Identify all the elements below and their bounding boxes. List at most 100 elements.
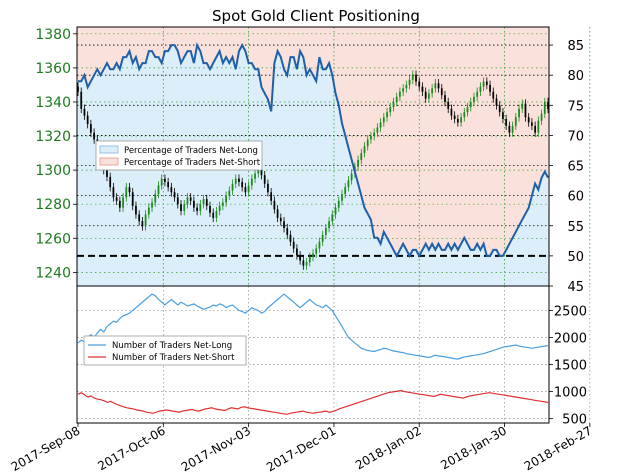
candle-body xyxy=(321,234,324,242)
candle-body xyxy=(135,205,137,215)
candle-body xyxy=(257,170,260,174)
pct-line xyxy=(78,42,549,259)
candle-body xyxy=(238,178,240,183)
right-tick-label: 75 xyxy=(567,99,584,114)
candle-body xyxy=(502,112,504,120)
candle-body xyxy=(379,122,382,128)
candle-body xyxy=(334,207,337,215)
candle-body xyxy=(450,108,453,116)
candle-body xyxy=(154,193,157,203)
candle-body xyxy=(376,127,379,133)
candle-body xyxy=(292,241,295,249)
candle-body xyxy=(89,124,92,133)
candle-body xyxy=(176,197,179,205)
count-tick-label: 1500 xyxy=(554,359,587,374)
candle-body xyxy=(347,180,350,188)
x-tick-label: 2017-Nov-03 xyxy=(179,423,253,474)
candle-body xyxy=(183,204,186,212)
candle-body xyxy=(395,96,398,102)
x-tick-label: 2018-Jan-30 xyxy=(438,423,509,472)
candle-body xyxy=(180,204,182,212)
legend-bottom: Number of Traders Net-Long Number of Tra… xyxy=(83,335,247,366)
candle-body xyxy=(196,207,198,212)
candle-body xyxy=(260,170,263,176)
candle-body xyxy=(263,175,266,184)
x-tick-label: 2018-Feb-27 xyxy=(522,423,595,473)
candle-body xyxy=(202,199,205,205)
candle-body xyxy=(315,248,318,254)
candle-body xyxy=(469,101,472,108)
right-axis-count: 2500 2000 1500 1000 500 xyxy=(549,304,587,428)
candle-body xyxy=(221,202,224,206)
candle-body xyxy=(296,248,298,256)
candle-body xyxy=(157,185,160,194)
candle-body xyxy=(215,211,218,218)
candle-body xyxy=(138,214,141,222)
candle-body xyxy=(279,217,282,222)
candle-body xyxy=(489,84,491,92)
candle-body xyxy=(411,74,414,80)
right-tick-label: 55 xyxy=(567,220,584,235)
candle-body xyxy=(543,101,546,114)
candle-body xyxy=(273,200,276,210)
candle-body xyxy=(93,132,95,140)
legend-label-net-short-count: Number of Traders Net-Short xyxy=(112,353,235,363)
candle-body xyxy=(286,228,289,235)
candle-body xyxy=(305,262,308,266)
candle-body xyxy=(147,207,150,215)
candle-body xyxy=(234,178,237,184)
candle-body xyxy=(415,74,417,82)
candle-body xyxy=(193,200,195,208)
count-line-net-long xyxy=(77,293,549,360)
candle-body xyxy=(83,108,86,116)
candle-body xyxy=(324,228,327,235)
legend-bottom-box xyxy=(83,335,247,366)
candle-body xyxy=(386,112,388,118)
x-axis: 2017-Sep-08 2017-Oct-06 2017-Nov-03 2017-De… xyxy=(9,423,595,474)
candle-body xyxy=(421,86,424,92)
candle-body xyxy=(466,107,469,113)
count-tick-label: 2000 xyxy=(554,331,587,346)
count-tick-label: 2500 xyxy=(554,304,587,319)
candle-body xyxy=(115,197,118,201)
candle-body xyxy=(495,98,498,106)
count-tick-label: 500 xyxy=(562,413,587,428)
candle-body xyxy=(231,183,234,191)
right-tick-label: 50 xyxy=(567,250,584,265)
candle-body xyxy=(122,197,124,208)
candle-body xyxy=(434,83,437,89)
candle-body xyxy=(270,192,273,201)
candle-body xyxy=(308,257,311,263)
candle-body xyxy=(131,192,134,206)
candle-body xyxy=(128,187,131,193)
legend-swatch-net-short-pct xyxy=(99,157,119,166)
candle-body xyxy=(392,101,395,108)
candle-body xyxy=(141,221,144,227)
candle-body xyxy=(357,159,359,167)
left-tick-label: 1360 xyxy=(35,61,71,77)
count-tick-label: 1000 xyxy=(554,386,587,401)
candle-body xyxy=(405,84,408,89)
candle-body xyxy=(205,199,208,206)
candle-body xyxy=(344,187,347,194)
candle-body xyxy=(531,122,533,126)
candle-body xyxy=(366,139,369,147)
left-tick-label: 1260 xyxy=(35,231,71,247)
legend-top: Percentage of Traders Net-Long Percentag… xyxy=(95,140,263,171)
right-tick-label: 80 xyxy=(567,69,584,84)
candle-body xyxy=(118,200,121,208)
candle-body xyxy=(241,182,244,188)
right-tick-label: 65 xyxy=(567,160,584,175)
candle-body xyxy=(244,187,247,193)
candle-body xyxy=(382,117,385,123)
x-tick-label: 2018-Jan-02 xyxy=(353,423,424,472)
candle-body xyxy=(125,187,128,198)
candle-body xyxy=(534,125,537,133)
candle-body xyxy=(247,185,250,193)
candle-body xyxy=(399,91,401,97)
candle-body xyxy=(109,176,112,188)
candle-body xyxy=(485,81,488,85)
candle-body xyxy=(80,91,83,109)
candle-body xyxy=(289,234,292,242)
left-tick-label: 1340 xyxy=(35,95,71,111)
